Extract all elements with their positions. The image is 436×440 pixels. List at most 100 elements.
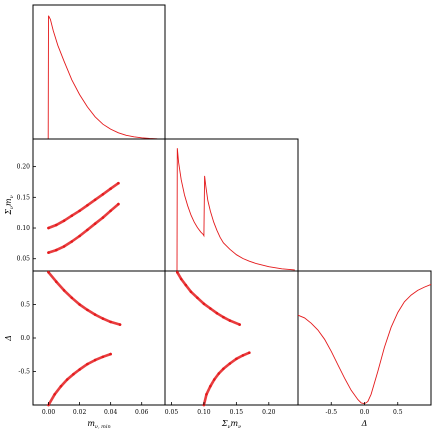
sum-mnu-xlabel-tail: m [231,419,239,428]
panel-mnu-min-vs-delta-point-1-6 [86,362,89,366]
panel-mnu-min-vs-delta-point-0-0 [47,271,50,274]
panel-sum-mnu-vs-delta-point-0-2 [184,283,188,287]
panel-sum-mnu-vs-delta-point-1-5 [222,367,225,371]
panel-mnu-min-vs-sum-point-0-6 [93,198,97,202]
panel-sum-mnu-hist-group [176,148,295,272]
panel-mnu-min-hist-group [47,15,158,140]
sum-mnu-xlabel-main: Σ [221,419,228,428]
sum-mnu-ylabel-sub: ν [9,206,15,209]
panel-mnu-min-vs-sum-point-0-4 [78,209,81,213]
panel-sum-mnu-vs-delta-point-0-10 [238,323,241,326]
panel-mnu-min-vs-delta-xtick-label-2: 0.04 [104,409,118,416]
panel-mnu-min-vs-sum-point-1-7 [101,216,105,219]
panel-mnu-min-vs-delta-point-1-1 [53,393,56,396]
panel-sum-mnu-vs-delta-point-1-7 [235,357,238,361]
mnu-min-xlabel-main: m [87,419,95,428]
panel-mnu-min-vs-sum-point-1-4 [78,234,81,238]
panel-sum-mnu-vs-delta-xtick-label-0: 0.05 [165,409,179,416]
panel-mnu-min-vs-delta-point-0-2 [62,289,66,292]
mnu-min-xlabel: mν, min [87,419,110,430]
panel-mnu-min-vs-delta-group [47,270,122,407]
panel-mnu-min-vs-delta-point-0-7 [101,317,105,320]
panel-mnu-min-vs-sum-point-0-0 [47,226,50,230]
panel-delta-hist [297,270,432,406]
panel-mnu-min-vs-sum-band-1 [47,202,120,254]
panel-mnu-min-vs-delta-ytick-label-0: -0.5 [18,369,30,376]
panel-mnu-min-vs-sum-ytick-label-2: 0.15 [17,194,31,201]
sum-mnu-ylabel-main: Σ [4,209,13,216]
panel-sum-mnu-vs-delta-xtick-label-2: 0.15 [230,409,244,416]
panel-mnu-min-vs-sum-band-0 [47,181,120,230]
panel-sum-mnu-vs-delta-point-0-4 [196,296,199,300]
panel-mnu-min-vs-delta-point-0-1 [55,280,58,284]
panel-mnu-min-vs-sum-point-0-5 [86,204,89,207]
panel-mnu-min-vs-delta-band-1 [47,352,112,407]
sum-mnu-xlabel-sub: ν [227,424,230,430]
panel-mnu-min-vs-sum-point-1-8 [109,209,112,213]
panel-sum-mnu-vs-delta-point-0-7 [215,311,219,315]
panel-mnu-min-vs-delta-point-0-5 [86,308,89,312]
delta-ylabel: Δ [4,335,13,342]
panel-mnu-min-vs-delta-point-1-5 [78,368,81,371]
panel-mnu-min-vs-sum-point-1-6 [93,222,97,225]
sum-mnu-ylabel-tail-sub: ν [9,195,15,198]
panel-sum-mnu-vs-delta-xtick-label-1: 0.10 [197,409,211,416]
panel-mnu-min-vs-delta-xtick-label-0: 0.00 [42,409,56,416]
panel-sum-mnu-vs-delta-point-1-2 [209,384,212,388]
panel-sum-mnu-vs-delta-point-0-1 [179,277,183,281]
panel-sum-mnu-vs-delta-group [176,270,251,407]
panel-mnu-min-vs-sum-point-0-1 [55,223,58,227]
panel-mnu-min-vs-delta-point-0-3 [70,296,74,300]
panel-sum-mnu-vs-delta-point-1-6 [228,362,232,365]
panel-mnu-min-vs-sum-point-0-2 [62,219,66,222]
panel-mnu-min-vs-delta-point-1-9 [109,352,112,356]
panel-mnu-min-vs-sum-point-1-3 [70,240,74,243]
panel-mnu-min-vs-sum-point-1-2 [62,245,66,248]
panel-mnu-min-vs-sum-point-1-0 [47,251,50,254]
panel-mnu-min-vs-delta-ytick-label-1: 0.0 [20,335,30,342]
panel-mnu-min-vs-delta-point-0-8 [109,320,112,324]
panel-mnu-min-vs-delta-xtick-label-1: 0.02 [73,409,87,416]
panel-mnu-min-vs-delta-point-0-6 [93,313,97,316]
panel-delta-hist-group [297,283,432,405]
panel-mnu-min-vs-sum-point-1-9 [117,202,120,206]
panel-mnu-min-vs-delta-point-0-9 [118,323,122,326]
sum-mnu-ylabel: Σνmν [4,195,15,215]
panel-mnu-min-vs-delta-point-1-4 [72,372,75,376]
sum-mnu-xlabel-tail-sub: ν [238,424,241,430]
panel-mnu-min-vs-delta-ytick-label-2: 0.5 [20,302,30,309]
panel-mnu-min-vs-sum-ytick-label-0: 0.05 [17,256,31,263]
panel-mnu-min-vs-delta-band-0 [47,270,122,326]
panel-sum-mnu-vs-delta [164,270,299,406]
panel-mnu-min-vs-sum-point-1-1 [55,248,58,252]
delta-xlabel: Δ [361,419,368,428]
panel-mnu-min-vs-sum-point-1-5 [86,228,89,232]
panel-sum-mnu-vs-delta-point-1-9 [248,351,251,355]
panel-mnu-min-vs-sum-point-0-9 [117,181,120,185]
panel-sum-mnu-vs-delta-point-1-8 [241,354,245,357]
panel-mnu-min-vs-delta-point-1-3 [65,378,69,381]
panel-mnu-min-vs-delta-point-1-7 [93,358,97,362]
panel-delta-hist-xtick-label-1: 0.0 [360,409,370,416]
panel-sum-mnu-vs-delta-xtick-label-3: 0.20 [262,409,276,416]
panel-sum-mnu-vs-delta-point-0-8 [222,315,225,319]
panel-mnu-min-vs-sum-point-0-7 [101,193,105,196]
panel-delta-hist-xtick-label-2: 0.5 [393,409,403,416]
panel-mnu-min-vs-delta [32,270,166,406]
panel-sum-mnu-vs-delta-band-0 [176,270,241,326]
panel-delta-hist-series-0 [297,283,432,405]
panel-sum-mnu-vs-delta-point-0-5 [202,302,206,306]
panel-sum-mnu-vs-delta-point-1-3 [213,378,216,381]
panel-sum-mnu-vs-delta-point-0-6 [209,307,212,310]
panel-mnu-min-vs-delta-point-0-4 [78,303,81,306]
panel-sum-mnu-vs-delta-point-0-3 [189,290,193,294]
panel-mnu-min-hist-series-0 [47,15,158,140]
panel-sum-mnu-vs-delta-band-1 [202,351,251,407]
sum-mnu-xlabel: Σνmν [221,419,241,430]
panel-sum-mnu-vs-delta-point-0-9 [228,319,232,322]
panel-mnu-min-vs-delta-point-1-2 [59,384,63,388]
panel-mnu-min-vs-delta-point-1-8 [101,355,105,359]
sum-mnu-ylabel-tail: m [4,198,13,206]
